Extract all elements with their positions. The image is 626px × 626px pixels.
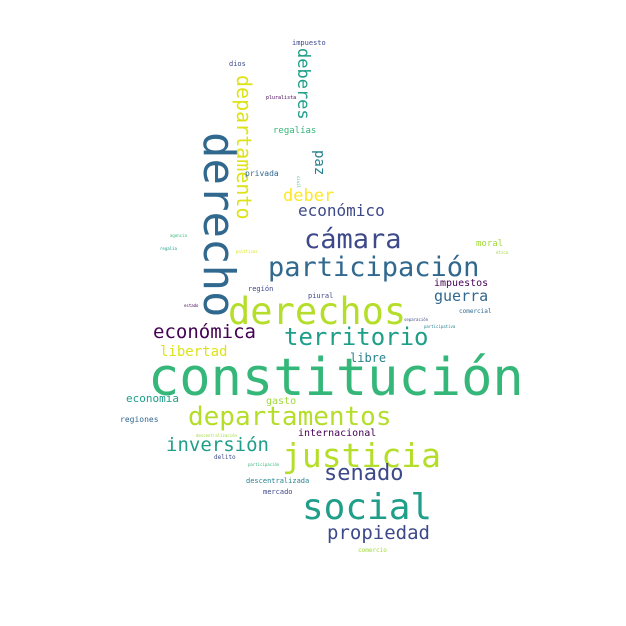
word-deberes: deberes: [293, 48, 313, 120]
word-economia: economía: [126, 392, 179, 405]
word-constitucion: constitución: [148, 348, 524, 408]
word-moral: moral: [476, 239, 504, 249]
word-derecho: derecho: [193, 132, 244, 318]
word-inversion: inversión: [166, 434, 269, 456]
word-participativa: participativa: [424, 324, 456, 329]
word-departamentos: departamentos: [188, 402, 392, 432]
word-civil: civil: [296, 176, 301, 189]
word-gasto: gasto: [266, 396, 297, 407]
word-guerra: guerra: [434, 287, 489, 305]
word-propiedad: propiedad: [327, 522, 430, 544]
word-regiones: regiones: [120, 415, 159, 424]
word-separacion: separación: [404, 317, 429, 322]
word-camara: cámara: [304, 224, 402, 255]
word-mercado: mercado: [263, 488, 293, 496]
word-economica: económica: [153, 321, 256, 343]
word-paz: paz: [311, 150, 327, 176]
word-deber: deber: [283, 186, 335, 206]
word-privada: privada: [245, 169, 279, 178]
word-economico: económico: [298, 201, 385, 220]
word-impuestos: impuestos: [434, 278, 489, 289]
word-delito: delito: [214, 454, 236, 461]
word-senado: senado: [324, 461, 404, 486]
word-descentralizada: descentralizada: [246, 477, 310, 485]
word-comercial: comercial: [459, 308, 492, 315]
word-regalias: regalías: [273, 126, 317, 136]
word-territorio: territorio: [284, 323, 429, 351]
word-participacion-small: participación: [248, 462, 280, 467]
word-impuesto: impuesto: [292, 39, 326, 47]
word-politicos: políticos: [236, 249, 258, 254]
word-etica: ética: [496, 250, 509, 255]
word-participacion: participación: [268, 252, 480, 283]
word-descentralizacion: descentralización: [196, 433, 237, 438]
word-departamento: departamento: [232, 75, 256, 220]
word-agencia: agencia: [170, 233, 187, 238]
word-regalia: regalía: [160, 246, 177, 251]
word-pluralista: pluralista: [266, 95, 297, 101]
word-dios: dios: [229, 60, 246, 68]
word-libre: libre: [350, 351, 387, 365]
word-region: región: [248, 285, 274, 293]
word-justicia: justicia: [282, 436, 441, 475]
word-social: social: [302, 487, 433, 528]
word-piural: piural: [308, 292, 334, 300]
word-internacional: internacional: [298, 428, 377, 439]
word-estado: estado: [184, 303, 199, 308]
word-comercio: comercio: [358, 547, 387, 554]
word-derechos: derechos: [228, 290, 407, 333]
word-libertad: libertad: [160, 344, 228, 360]
